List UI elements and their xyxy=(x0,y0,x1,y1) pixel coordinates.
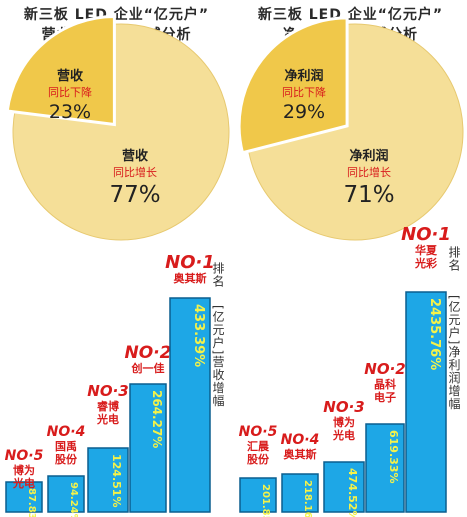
bar-category-label: 汇晨 xyxy=(247,440,270,453)
bar-category-label: 睿博 xyxy=(97,399,119,413)
bar-1 xyxy=(239,477,277,513)
pie-large-label: 营收 xyxy=(122,148,149,164)
pie-small-sub: 同比下降 xyxy=(282,85,326,99)
bar-3 xyxy=(87,447,129,513)
bar-2 xyxy=(281,473,319,513)
bar-value-label: 201.85% xyxy=(260,484,271,517)
bar-value-label: 2435.76% xyxy=(427,298,442,370)
bar-category-label: 电子 xyxy=(374,390,396,404)
profit-panel: 新三板 LED 企业“亿元户” 净利润同比增减分析 净利润同比下降29%净利润同… xyxy=(234,0,467,517)
pie-small-label: 净利润 xyxy=(284,68,323,84)
bar-rank-label: NO·1 xyxy=(165,252,215,273)
bar-category-label: 国禹 xyxy=(55,439,77,453)
bar-4 xyxy=(129,383,167,513)
bar-value-label: 87.83% xyxy=(26,488,37,517)
pie-slice-small xyxy=(5,14,116,127)
pie-large-sub: 同比增长 xyxy=(347,165,391,179)
axis-note: [亿元户]营收增幅 xyxy=(211,305,225,408)
pie-large-label: 净利润 xyxy=(349,148,388,164)
bar-value-label: 218.16% xyxy=(302,480,313,517)
bar-category-label: 晶科 xyxy=(374,377,396,391)
bar-category-label: 奥其斯 xyxy=(283,447,317,461)
bar-rank-label: NO·4 xyxy=(47,424,86,440)
profit-chart: 净利润同比下降29%净利润同比增长71%201.85%NO·5汇晨股份218.1… xyxy=(237,16,464,517)
profit-title-line1: 新三板 LED 企业“亿元户” xyxy=(257,7,444,23)
bar-rank-label: NO·2 xyxy=(125,343,172,363)
bar-category-label: 奥其斯 xyxy=(173,271,207,285)
bar-rank-label: NO·1 xyxy=(401,224,451,245)
bar-rank-label: NO·4 xyxy=(281,432,320,448)
bar-value-label: 619.33% xyxy=(387,430,400,483)
rank-note: 排名 xyxy=(211,262,225,288)
bar-2 xyxy=(47,475,85,513)
bar-category-label: 光彩 xyxy=(414,256,437,270)
pie-small-value: 23% xyxy=(49,101,91,123)
bar-category-label: 华夏 xyxy=(415,243,438,257)
bar-value-label: 474.52% xyxy=(346,468,359,517)
pie-small-value: 29% xyxy=(283,101,325,123)
bar-1 xyxy=(5,481,43,513)
bar-category-label: 光电 xyxy=(12,476,35,490)
bar-category-label: 光电 xyxy=(96,412,119,426)
bar-category-label: 创一佳 xyxy=(131,361,165,375)
bar-value-label: 433.39% xyxy=(191,304,206,367)
bar-value-label: 264.27% xyxy=(150,390,164,448)
bar-value-label: 124.51% xyxy=(110,454,123,507)
pie-slice-small xyxy=(237,16,349,155)
bar-rank-label: NO·5 xyxy=(5,448,44,464)
bar-category-label: 股份 xyxy=(55,452,78,466)
bar-category-label: 光电 xyxy=(332,428,355,442)
bar-rank-label: NO·5 xyxy=(239,424,278,440)
bar-rank-label: NO·3 xyxy=(323,398,364,416)
bar-category-label: 博为 xyxy=(333,415,355,429)
axis-note: [亿元户]净利润增幅 xyxy=(447,295,461,411)
revenue-panel: 新三板 LED 企业“亿元户” 营业收入同比增减分析 营收同比下降23%营收同比… xyxy=(0,0,233,517)
bar-3 xyxy=(323,461,365,513)
bar-value-label: 94.24% xyxy=(68,482,79,517)
pie-large-value: 77% xyxy=(109,182,160,208)
bar-rank-label: NO·3 xyxy=(87,382,128,400)
pie-small-label: 营收 xyxy=(57,68,84,84)
revenue-title-line1: 新三板 LED 企业“亿元户” xyxy=(23,7,210,23)
bar-category-label: 博为 xyxy=(13,463,35,477)
pie-large-sub: 同比增长 xyxy=(113,165,157,179)
bar-5 xyxy=(169,297,211,513)
bar-5 xyxy=(405,291,447,513)
rank-note: 排名 xyxy=(447,246,461,272)
pie-large-value: 71% xyxy=(343,182,394,208)
bar-4 xyxy=(365,423,405,513)
pie-small-sub: 同比下降 xyxy=(48,85,92,99)
bar-category-label: 股份 xyxy=(247,452,270,466)
bar-rank-label: NO·2 xyxy=(364,360,405,378)
